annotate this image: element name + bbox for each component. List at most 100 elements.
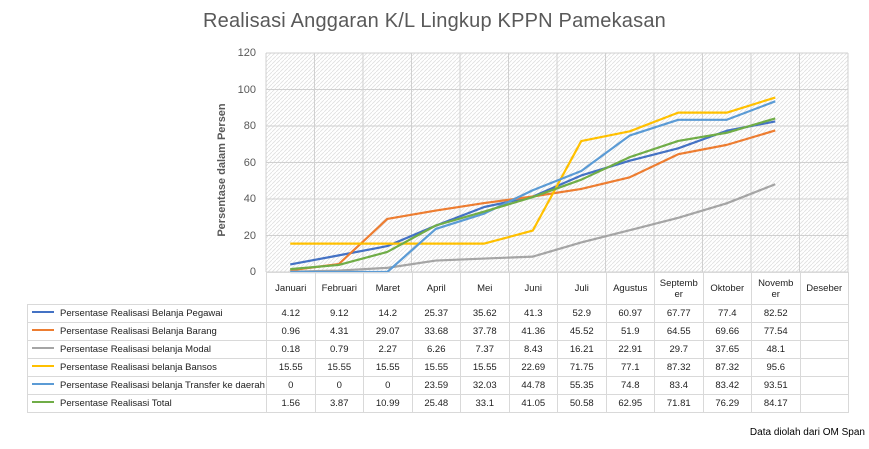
legend-entry: Persentase Realisasi Belanja Barang <box>27 322 267 341</box>
legend-key <box>32 347 54 350</box>
data-label: 0.18 <box>266 340 316 359</box>
legend-key <box>32 383 54 386</box>
x-tick-label: Mei <box>460 272 510 305</box>
x-tick-label: Septemb er <box>654 272 704 305</box>
data-label: 84.17 <box>751 394 801 413</box>
y-tick-label: 0 <box>249 266 256 278</box>
x-tick-label: Oktober <box>702 272 752 305</box>
x-tick-label: Maret <box>363 272 413 305</box>
data-label: 15.55 <box>266 358 316 377</box>
data-label: 69.66 <box>702 322 752 341</box>
legend-entry: Persentase Realisasi belanja Bansos <box>27 358 267 377</box>
data-label: 77.4 <box>702 304 752 323</box>
data-label <box>799 376 849 395</box>
data-label: 9.12 <box>314 304 364 323</box>
data-label: 41.36 <box>508 322 558 341</box>
data-label: 10.99 <box>363 394 413 413</box>
data-label: 64.55 <box>654 322 704 341</box>
data-label: 15.55 <box>314 358 364 377</box>
x-tick-label: Agustus <box>605 272 655 305</box>
data-label: 15.55 <box>411 358 461 377</box>
data-label: 60.97 <box>605 304 655 323</box>
data-label: 6.26 <box>411 340 461 359</box>
table-row: Persentase Realisasi Total 1.56 3.87 10.99 2… <box>27 394 849 413</box>
data-label: 87.32 <box>654 358 704 377</box>
data-label: 15.55 <box>363 358 413 377</box>
legend-key <box>32 311 54 314</box>
data-table: Januari Februari Maret April Mei Juni Juli Agus… <box>27 272 849 413</box>
data-label: 48.1 <box>751 340 801 359</box>
data-label <box>799 394 849 413</box>
data-label: 71.75 <box>557 358 607 377</box>
legend-key <box>32 401 54 404</box>
y-tick-label: 40 <box>243 193 256 205</box>
legend-label: Persentase Realisasi Total <box>60 398 172 409</box>
data-label: 33.1 <box>460 394 510 413</box>
data-label: 41.05 <box>508 394 558 413</box>
y-tick-label: 60 <box>243 156 256 169</box>
data-label: 0 <box>266 376 316 395</box>
data-label: 76.29 <box>702 394 752 413</box>
data-label: 52.9 <box>557 304 607 323</box>
data-label: 51.9 <box>605 322 655 341</box>
y-tick-label: 20 <box>243 229 256 242</box>
legend-label: Persentase Realisasi belanja Bansos <box>60 362 217 373</box>
data-label: 8.43 <box>508 340 558 359</box>
table-corner <box>27 272 267 305</box>
legend-entry: Persentase Realisasi belanja Modal <box>27 340 267 359</box>
data-label: 25.48 <box>411 394 461 413</box>
legend-entry: Persentase Realisasi Belanja Pegawai <box>27 304 267 323</box>
data-label: 44.78 <box>508 376 558 395</box>
x-tick-label: Februari <box>314 272 364 305</box>
data-label: 45.52 <box>557 322 607 341</box>
y-tick-label: 100 <box>237 83 256 96</box>
data-label: 2.27 <box>363 340 413 359</box>
legend-entry: Persentase Realisasi Total <box>27 394 267 413</box>
legend-label: Persentase Realisasi Belanja Pegawai <box>60 308 223 319</box>
table-row: Persentase Realisasi belanja Modal 0.18 0.… <box>27 340 849 359</box>
data-label: 37.78 <box>460 322 510 341</box>
data-label: 0 <box>363 376 413 395</box>
data-label <box>799 322 849 341</box>
data-label: 50.58 <box>557 394 607 413</box>
data-label: 93.51 <box>751 376 801 395</box>
data-label: 55.35 <box>557 376 607 395</box>
series-line <box>290 117 776 271</box>
legend-label: Persentase Realisasi belanja Transfer ke… <box>60 380 265 391</box>
data-label: 0 <box>314 376 364 395</box>
data-label: 33.68 <box>411 322 461 341</box>
data-label: 83.4 <box>654 376 704 395</box>
data-label: 67.77 <box>654 304 704 323</box>
legend-label: Persentase Realisasi Belanja Barang <box>60 326 217 337</box>
x-tick-label: Juni <box>508 272 558 305</box>
data-label: 7.37 <box>460 340 510 359</box>
table-row: Persentase Realisasi Belanja Barang 0.96 4… <box>27 322 849 341</box>
data-label: 22.69 <box>508 358 558 377</box>
data-label: 15.55 <box>460 358 510 377</box>
chart-title: Realisasi Anggaran K/L Lingkup KPPN Pame… <box>203 10 666 32</box>
data-label: 29.07 <box>363 322 413 341</box>
data-label: 37.65 <box>702 340 752 359</box>
data-label <box>799 304 849 323</box>
data-label: 77.54 <box>751 322 801 341</box>
data-label: 14.2 <box>363 304 413 323</box>
legend-key <box>32 365 54 368</box>
table-row: Persentase Realisasi Belanja Pegawai 4.12… <box>27 304 849 323</box>
series-line <box>290 183 776 273</box>
table-row: Persentase Realisasi belanja Bansos 15.55… <box>27 358 849 377</box>
data-label <box>799 340 849 359</box>
data-label: 3.87 <box>314 394 364 413</box>
x-tick-label: Novemb er <box>751 272 801 305</box>
data-label: 32.03 <box>460 376 510 395</box>
data-label: 41.3 <box>508 304 558 323</box>
y-tick-label: 80 <box>243 120 256 132</box>
series-line <box>290 96 776 245</box>
x-tick-label: Deseber <box>799 272 849 305</box>
x-tick-label: Januari <box>266 272 316 305</box>
data-label: 95.6 <box>751 358 801 377</box>
data-label: 25.37 <box>411 304 461 323</box>
data-label: 82.52 <box>751 304 801 323</box>
data-label: 22.91 <box>605 340 655 359</box>
data-label: 16.21 <box>557 340 607 359</box>
data-label: 0.96 <box>266 322 316 341</box>
